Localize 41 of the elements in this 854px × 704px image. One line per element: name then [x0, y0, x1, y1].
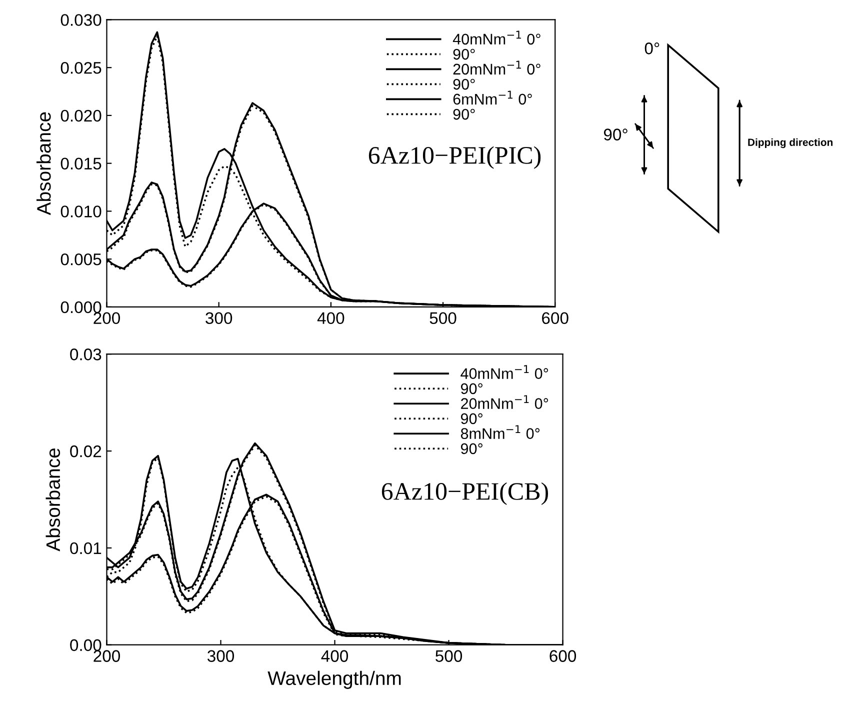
y-tick-label: 0.03 — [70, 348, 102, 360]
x-tick-label: 400 — [317, 312, 344, 324]
legend-label: 90° — [453, 48, 475, 60]
text: 0° — [644, 42, 660, 54]
legend-label: 90° — [460, 383, 482, 394]
y-tick-label: 0.020 — [60, 110, 102, 122]
text: 90° — [604, 128, 628, 140]
x-tick-label: 300 — [206, 312, 232, 324]
legend-label: 90° — [460, 413, 482, 424]
legend-label: 90° — [453, 78, 475, 90]
y-tick-label: 0.01 — [70, 542, 102, 554]
y-tick-label: 0.030 — [60, 14, 102, 26]
legend-label: 8mNm$^{−1}$ 0° — [460, 425, 540, 439]
y-tick-label: 0.02 — [70, 445, 102, 458]
x-tick-label: 400 — [321, 650, 348, 662]
x-tick-label: 200 — [94, 312, 120, 324]
annotation: 6Az10−PEI(PIC) — [368, 146, 541, 169]
y-tick-label: 0.005 — [60, 253, 102, 266]
y-tick-label: 0.015 — [60, 158, 102, 170]
x-tick-label: 500 — [436, 650, 462, 662]
y-axis-title: Absorbance — [46, 448, 60, 552]
y-axis-title: Absorbance — [36, 112, 51, 216]
y-tick-label: 0.010 — [60, 206, 102, 218]
x-axis-title: Wavelength/nm — [268, 670, 401, 689]
x-tick-label: 600 — [542, 312, 568, 324]
annotation: 6Az10−PEI(CB) — [382, 482, 548, 506]
x-tick-label: 500 — [430, 312, 456, 324]
text: Dipping direction — [748, 138, 833, 148]
legend-label: 20mNm$^{−1}$ 0° — [461, 395, 548, 409]
legend-label: 40mNm$^{−1}$ 0° — [452, 30, 540, 45]
x-tick-label: 300 — [207, 650, 234, 662]
y-tick-label: 0.00 — [70, 639, 102, 652]
legend-label: 6mNm$^{−1}$ 0° — [453, 90, 532, 105]
x-tick-label: 600 — [550, 650, 576, 662]
y-tick-label: 0.000 — [60, 301, 102, 314]
legend-label: 90° — [460, 443, 482, 454]
legend-label: 90° — [453, 108, 475, 120]
legend-label: 40mNm$^{−1}$ 0° — [460, 365, 548, 379]
x-tick-label: 200 — [94, 650, 120, 662]
y-tick-label: 0.025 — [60, 62, 102, 74]
legend-label: 20mNm$^{−1}$ 0° — [453, 60, 540, 75]
